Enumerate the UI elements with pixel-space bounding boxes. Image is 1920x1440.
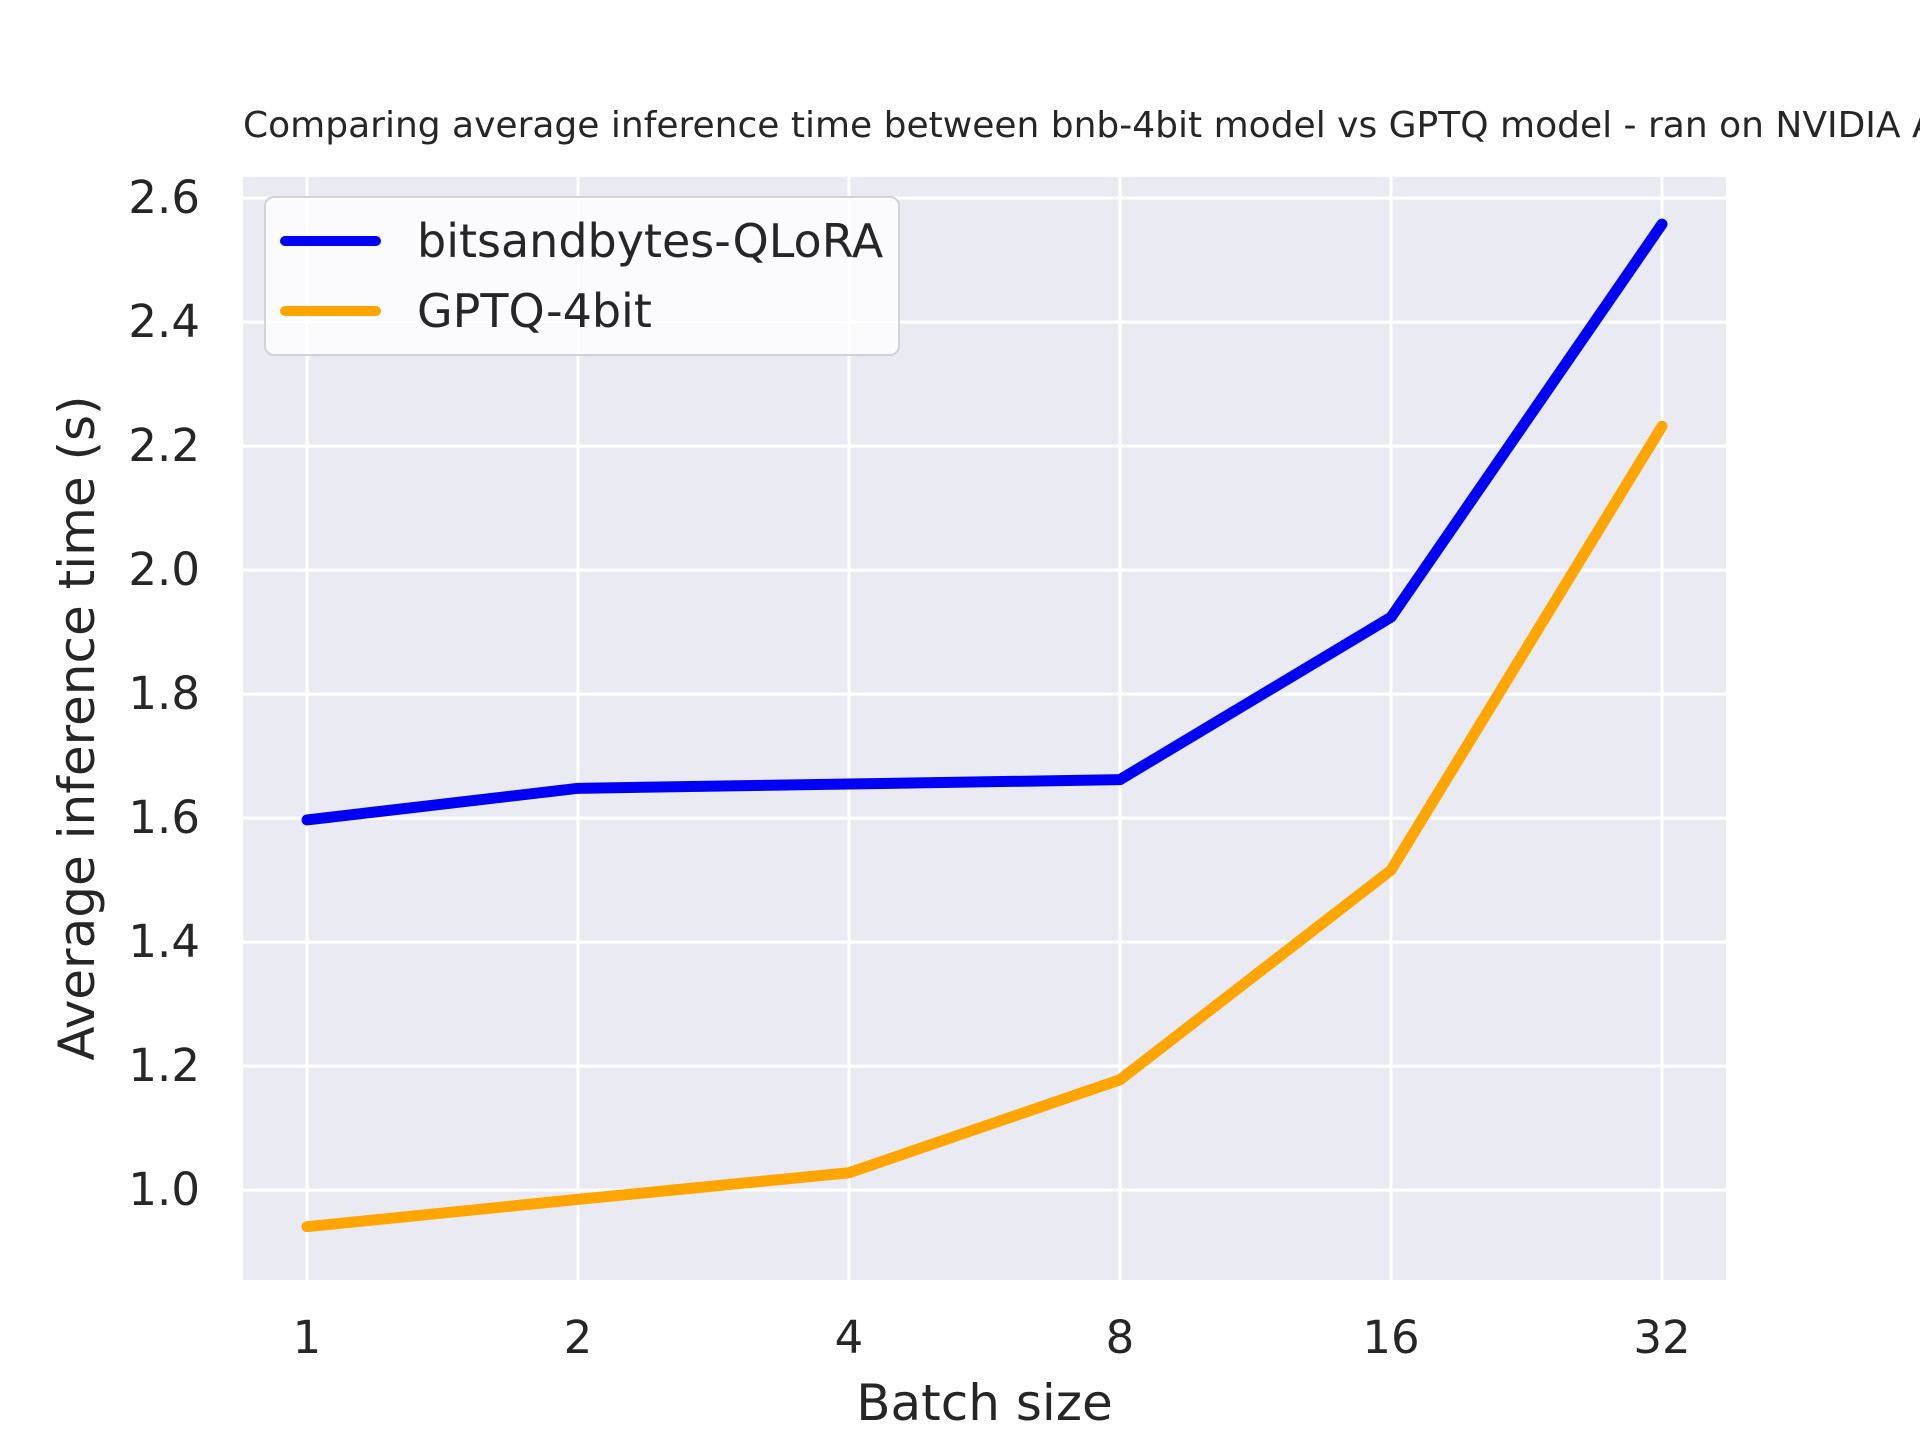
- series-line-bitsandbytes-qlora: [301, 218, 1668, 826]
- y-tick-label: 1.8: [128, 667, 200, 721]
- legend-line-swatch: [280, 306, 381, 316]
- series-line-gptq-4bit: [301, 420, 1668, 1233]
- legend-label: GPTQ-4bit: [417, 284, 652, 338]
- chart-title: Comparing average inference time between…: [243, 105, 1920, 146]
- x-tick-label: 4: [834, 1311, 864, 1364]
- x-tick-label: 2: [563, 1311, 593, 1364]
- x-tick-label: 1: [292, 1311, 322, 1364]
- x-tick-label: 32: [1633, 1311, 1691, 1364]
- legend-item: bitsandbytes-QLoRA: [280, 214, 883, 268]
- legend-line-swatch: [280, 236, 381, 246]
- y-tick-label: 2.6: [128, 171, 200, 225]
- chart-canvas: [243, 177, 1726, 1280]
- y-tick-label: 1.4: [128, 915, 200, 969]
- y-tick-label: 2.4: [128, 295, 200, 349]
- legend: bitsandbytes-QLoRA GPTQ-4bit: [264, 196, 900, 356]
- x-axis-label: Batch size: [856, 1374, 1113, 1432]
- y-tick-label: 2.0: [128, 543, 200, 597]
- x-tick-label: 16: [1362, 1311, 1420, 1364]
- y-tick-label: 1.2: [128, 1039, 200, 1093]
- y-tick-label: 2.2: [128, 419, 200, 473]
- legend-item: GPTQ-4bit: [280, 284, 878, 338]
- y-tick-label: 1.6: [128, 791, 200, 845]
- y-tick-label: 1.0: [128, 1163, 200, 1217]
- legend-label: bitsandbytes-QLoRA: [417, 214, 884, 268]
- plot-area: bitsandbytes-QLoRA GPTQ-4bit: [243, 177, 1726, 1280]
- x-tick-label: 8: [1105, 1311, 1135, 1364]
